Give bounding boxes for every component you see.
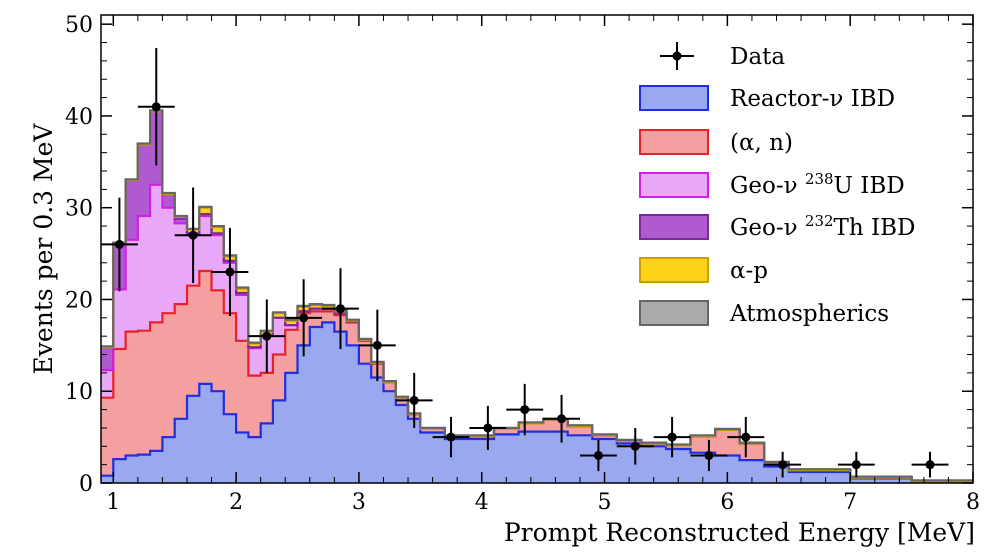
- x-tick-label: 5: [598, 490, 612, 515]
- legend-label-geo-th: Geo-ν 232Th IBD: [730, 212, 915, 241]
- data-point: [506, 383, 544, 436]
- data-point-marker: [409, 395, 419, 405]
- data-point-marker: [483, 423, 493, 433]
- y-tick-label: 40: [65, 105, 93, 130]
- data-point-marker: [851, 460, 861, 470]
- legend-item-alpha-n: (α, n): [639, 129, 793, 156]
- legend-label-alpha-n: (α, n): [730, 130, 793, 156]
- legend-swatch-alpha-p: [639, 257, 709, 283]
- x-tick-label: 3: [352, 490, 366, 515]
- legend-item-alpha-p: α-p: [639, 257, 768, 284]
- legend: Data Reactor-ν IBD (α, n) Geo-ν 238U IBD…: [639, 42, 915, 327]
- data-point-marker: [372, 340, 382, 350]
- data-point-marker: [667, 432, 677, 442]
- legend-item-atmospherics: Atmospherics: [639, 300, 889, 327]
- legend-swatch-geo-th: [639, 214, 709, 240]
- x-tick-label: 1: [106, 490, 120, 515]
- data-point-marker: [151, 102, 161, 112]
- axis-ticks: [101, 15, 974, 484]
- x-tick-label: 6: [720, 490, 734, 515]
- y-tick-label: 30: [65, 197, 93, 222]
- data-point-marker: [704, 450, 714, 460]
- series-0-fill: [101, 322, 973, 483]
- data-point: [248, 299, 286, 373]
- plot-frame: [100, 14, 974, 484]
- data-point-marker: [630, 441, 640, 451]
- data-point-marker: [778, 460, 788, 470]
- legend-swatch-geo-u: [639, 172, 709, 198]
- legend-swatch-atmospherics: [639, 300, 709, 326]
- data-point-marker: [741, 432, 751, 442]
- y-tick-label: 10: [65, 380, 93, 405]
- series-2-fill: [101, 184, 973, 482]
- data-point: [174, 187, 212, 283]
- data-point: [395, 372, 433, 428]
- data-point: [690, 439, 728, 472]
- tick-labels: 1 2 3 4 5 6 7 8 0 10 20 30 40 50: [65, 13, 980, 515]
- data-point: [358, 309, 396, 382]
- data-points: [101, 48, 949, 478]
- data-point-marker: [520, 405, 530, 415]
- legend-swatch-alpha-n: [639, 129, 709, 155]
- legend-item-geo-th: Geo-ν 232Th IBD: [639, 212, 915, 241]
- legend-label-data: Data: [730, 44, 785, 70]
- data-point: [137, 48, 175, 166]
- data-point: [469, 405, 507, 450]
- legend-label-atmospherics: Atmospherics: [729, 301, 889, 327]
- data-point-marker: [114, 239, 124, 249]
- legend-item-reactor: Reactor-ν IBD: [639, 85, 895, 112]
- series-0-edge: [101, 321, 973, 483]
- data-point: [285, 279, 323, 357]
- legend-swatch-reactor: [639, 85, 709, 111]
- legend-label-alpha-p: α-p: [730, 258, 768, 284]
- x-tick-label: 8: [966, 490, 980, 515]
- data-point: [911, 451, 949, 478]
- legend-label-geo-u: Geo-ν 238U IBD: [730, 170, 905, 199]
- data-point-marker: [225, 267, 235, 277]
- data-point-marker: [925, 460, 935, 470]
- data-point: [101, 197, 138, 292]
- data-point-marker: [299, 313, 309, 323]
- y-tick-label: 0: [79, 472, 93, 497]
- data-point-marker: [593, 450, 603, 460]
- y-axis-title: Events per 0.3 MeV: [29, 123, 58, 375]
- data-point: [432, 416, 470, 458]
- data-point: [727, 416, 765, 458]
- y-tick-label: 50: [65, 13, 93, 38]
- x-tick-label: 7: [843, 490, 857, 515]
- legend-data-marker: [672, 51, 682, 61]
- series-5-edge: [101, 109, 973, 482]
- x-axis-title: Prompt Reconstructed Energy [MeV]: [504, 518, 975, 547]
- stacked-histogram-fills: [101, 110, 973, 483]
- series-1-fill: [101, 271, 973, 482]
- data-point: [764, 451, 802, 478]
- data-point: [543, 394, 580, 443]
- y-tick-label: 20: [65, 288, 93, 313]
- data-point-marker: [557, 414, 567, 424]
- data-point: [211, 227, 249, 316]
- data-point-marker: [188, 230, 198, 240]
- data-point: [579, 439, 617, 472]
- legend-item-geo-u: Geo-ν 238U IBD: [639, 170, 905, 199]
- data-point-marker: [446, 432, 456, 442]
- x-tick-label: 2: [229, 490, 243, 515]
- data-point: [322, 268, 359, 350]
- legend-label-reactor: Reactor-ν IBD: [730, 86, 895, 112]
- data-point-marker: [262, 331, 272, 341]
- data-point-marker: [335, 304, 345, 314]
- legend-item-data: Data: [660, 42, 785, 70]
- data-point: [616, 427, 654, 465]
- data-point: [653, 416, 691, 458]
- x-tick-label: 4: [475, 490, 489, 515]
- data-point: [837, 451, 875, 478]
